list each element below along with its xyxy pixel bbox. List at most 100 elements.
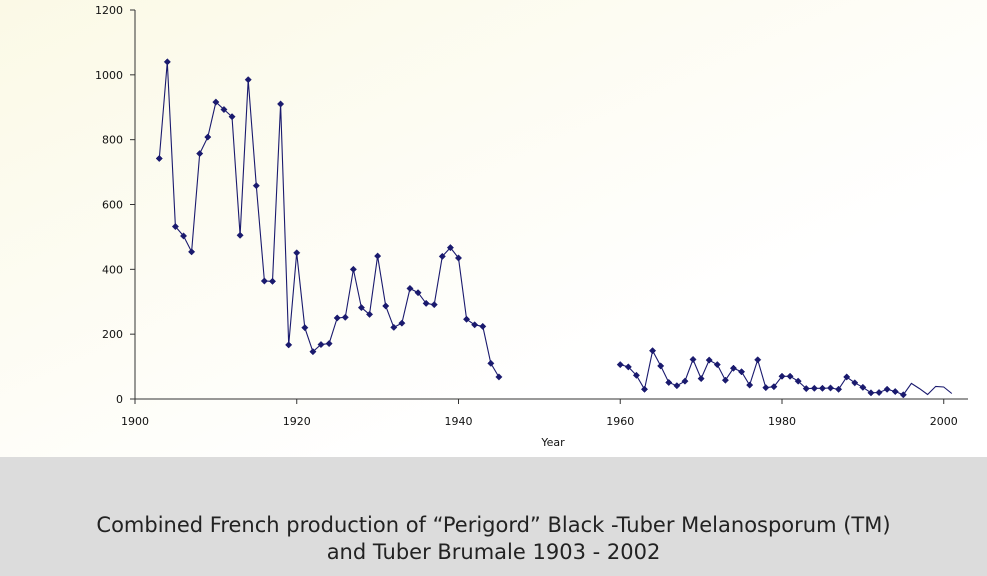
x-tick-label: 1960 [606, 415, 634, 428]
data-point [196, 150, 204, 158]
data-point [713, 361, 721, 369]
data-point [673, 382, 681, 390]
data-point [737, 368, 746, 376]
data-point [754, 356, 762, 364]
chart-title: Combined French production of “Perigord”… [0, 512, 987, 566]
data-point [252, 182, 260, 190]
y-tick-label: 0 [116, 393, 123, 406]
data-point [705, 356, 713, 364]
data-point [810, 384, 818, 392]
data-point [277, 100, 285, 108]
data-point [891, 387, 899, 396]
data-point [859, 383, 867, 391]
x-tick-label: 2000 [930, 415, 958, 428]
data-point [867, 389, 875, 397]
data-point [487, 359, 495, 367]
data-point [390, 323, 398, 331]
x-tick-label: 1980 [768, 415, 796, 428]
data-point [236, 231, 244, 239]
data-point [624, 363, 632, 371]
data-point [260, 277, 268, 285]
data-point [843, 373, 851, 381]
data-point [414, 289, 422, 297]
data-point [697, 375, 705, 383]
data-point [786, 372, 794, 380]
chart-title-line-1: Combined French production of “Perigord”… [96, 513, 891, 537]
chart-title-line-2: and Tuber Brumale 1903 - 2002 [326, 540, 661, 564]
series-line [158, 61, 500, 378]
data-point [454, 254, 463, 262]
data-point [632, 371, 640, 379]
data-point [463, 315, 471, 323]
data-point [818, 384, 826, 392]
data-point [268, 277, 277, 285]
data-point [317, 340, 325, 349]
data-point [155, 154, 163, 163]
chart-caption: Combined French production of “Perigord”… [0, 512, 987, 566]
data-point [374, 252, 382, 260]
data-point [657, 362, 665, 370]
data-point [495, 373, 503, 381]
data-point [285, 341, 293, 349]
data-point [212, 98, 220, 106]
data-point [665, 378, 673, 387]
data-point [398, 319, 406, 327]
data-point [681, 377, 689, 385]
data-point [163, 58, 171, 66]
data-point [357, 304, 366, 312]
data-point [341, 313, 349, 321]
data-point [649, 347, 657, 355]
y-tick-label: 1200 [95, 4, 123, 17]
data-point [325, 340, 333, 348]
data-point [365, 310, 374, 318]
data-point [851, 379, 859, 387]
caption-panel [0, 457, 987, 576]
data-point [721, 376, 729, 384]
y-tick-label: 600 [102, 199, 123, 212]
data-point [382, 302, 390, 310]
series-line [902, 382, 953, 396]
truffle-production-chart: 0 200 400 600 800 1000 1200 1900 1920 1940 1960 198… [95, 4, 968, 449]
data-point [309, 348, 317, 356]
data-point [794, 377, 802, 385]
data-point [689, 355, 697, 364]
data-point [293, 249, 301, 257]
y-tick-label: 1000 [95, 69, 123, 82]
data-point [406, 284, 414, 293]
data-point [422, 299, 430, 307]
data-point [640, 385, 649, 393]
data-point [244, 76, 252, 84]
data-point [616, 361, 624, 369]
x-tick-label: 1940 [444, 415, 472, 428]
data-point [479, 322, 487, 330]
data-point [746, 381, 754, 389]
data-point [430, 301, 438, 309]
y-tick-label: 200 [102, 328, 123, 341]
data-point [301, 324, 309, 332]
x-axis-title: Year [540, 436, 565, 449]
data-point [333, 314, 341, 322]
data-point [778, 372, 786, 380]
data-point [883, 385, 891, 393]
data-point [835, 385, 843, 393]
data-point [204, 133, 212, 141]
data-point [349, 265, 357, 273]
x-tick-label: 1920 [283, 415, 311, 428]
data-point [179, 232, 188, 240]
data-point [446, 244, 454, 252]
data-point [729, 364, 738, 372]
data-point [826, 384, 835, 392]
data-point [471, 321, 479, 329]
data-point [770, 383, 778, 391]
y-tick-label: 400 [102, 263, 123, 276]
data-point [171, 222, 179, 231]
data-point [762, 384, 770, 392]
data-point [220, 105, 228, 114]
data-point [228, 113, 236, 121]
data-point [438, 252, 446, 260]
y-tick-label: 800 [102, 134, 123, 147]
x-tick-label: 1900 [121, 415, 149, 428]
data-point [875, 388, 883, 397]
data-point [802, 385, 810, 393]
plot-panel [0, 0, 987, 457]
